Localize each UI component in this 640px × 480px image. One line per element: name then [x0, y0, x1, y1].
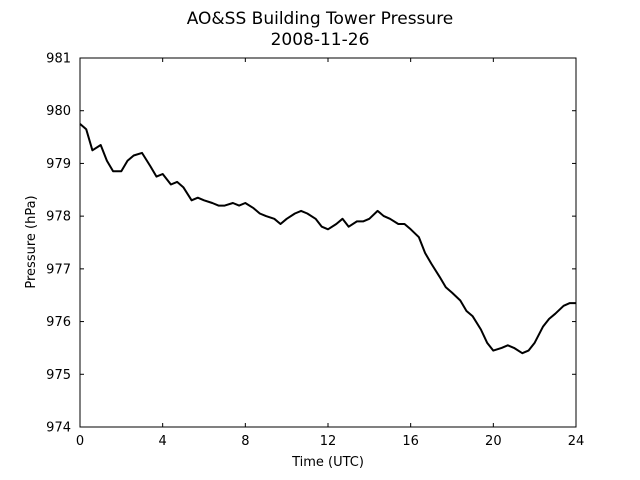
x-tick-label: 8 [241, 434, 249, 449]
series-layer [79, 123, 576, 355]
y-tick-label: 980 [46, 104, 71, 119]
x-tick-label: 16 [402, 434, 419, 449]
y-tick-label: 978 [46, 210, 71, 225]
y-tick-label: 981 [46, 52, 71, 67]
x-tick-label: 24 [568, 434, 585, 449]
y-tick-label: 974 [46, 421, 71, 436]
chart-subtitle: 2008-11-26 [271, 30, 370, 50]
y-tick-label: 976 [46, 315, 71, 330]
y-tick-label: 979 [46, 157, 71, 172]
ticks-layer: 0 4 8 12 16 20 24 974 975 976 977 978 979 980 981 [46, 52, 584, 450]
y-axis-label: Pressure (hPa) [24, 195, 39, 288]
y-tick-label: 975 [46, 368, 71, 383]
x-axis-label: Time (UTC) [291, 455, 364, 470]
pressure-series-line [79, 123, 576, 355]
x-tick-label: 4 [159, 434, 167, 449]
chart-title: AO&SS Building Tower Pressure [187, 9, 454, 29]
x-tick-label: 20 [485, 434, 502, 449]
y-tick-label: 977 [46, 262, 71, 277]
x-tick-label: 12 [320, 434, 337, 449]
plot-frame [79, 57, 577, 428]
x-tick-label: 0 [76, 434, 84, 449]
plot-area [80, 58, 576, 427]
